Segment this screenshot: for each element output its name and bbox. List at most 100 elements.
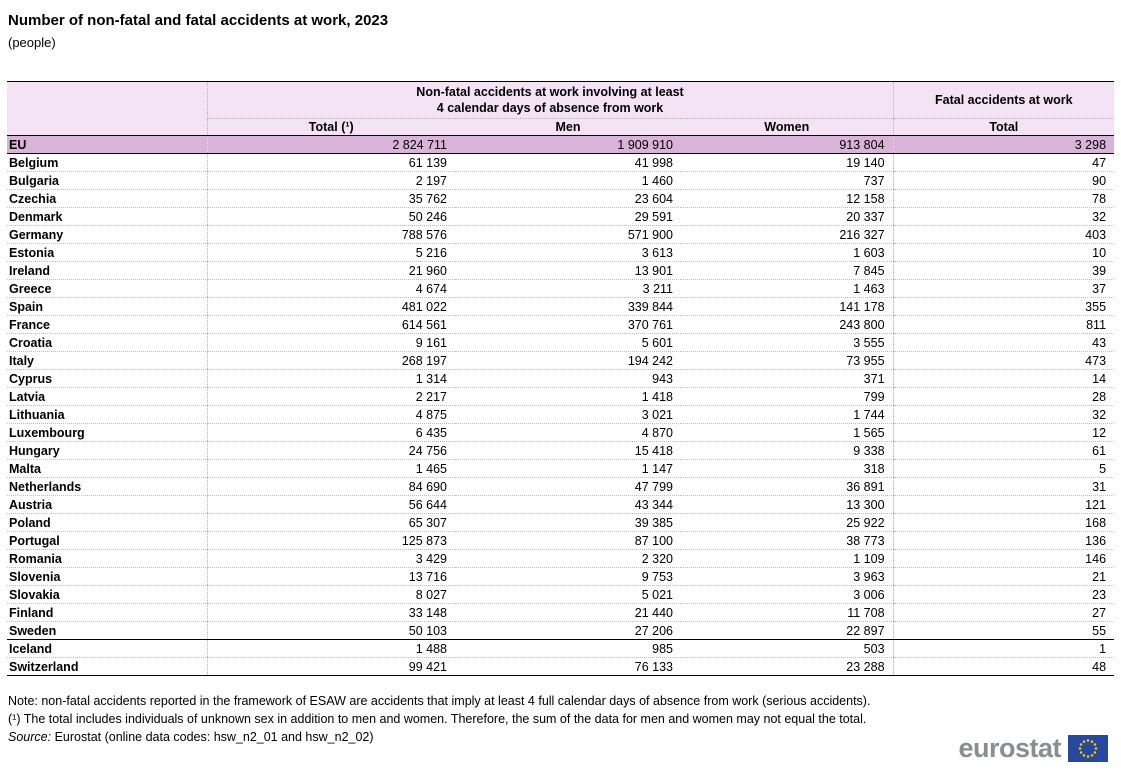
value-cell: 136 [892, 531, 1115, 550]
table-row: Sweden 50 103 27 206 22 897 55 [7, 621, 1115, 640]
value-cell: 1 [892, 639, 1115, 658]
value-cell: 35 762 [206, 189, 455, 208]
table-row: Germany 788 576 571 900 216 327 403 [7, 225, 1115, 244]
table-row: Greece 4 674 3 211 1 463 37 [7, 279, 1115, 298]
country-label: Estonia [7, 243, 207, 262]
value-cell: 78 [892, 189, 1115, 208]
value-cell: 168 [892, 513, 1115, 532]
fatal-group-header: Fatal accidents at work [892, 81, 1115, 119]
value-cell: 6 435 [206, 423, 455, 442]
table-row: Malta 1 465 1 147 318 5 [7, 459, 1115, 478]
value-cell: 38 773 [681, 531, 894, 550]
table-row: Italy 268 197 194 242 73 955 473 [7, 351, 1115, 370]
value-cell: 571 900 [455, 225, 681, 244]
column-header-fatal-total: Total [892, 118, 1115, 136]
value-cell: 47 799 [455, 477, 681, 496]
value-cell: 3 211 [455, 279, 681, 298]
source-label: Source: [8, 730, 52, 744]
value-cell: 614 561 [206, 315, 455, 334]
value-cell: 3 555 [681, 333, 894, 352]
value-cell: 9 753 [455, 567, 681, 586]
value-cell: 2 217 [206, 387, 455, 406]
value-cell: 503 [681, 639, 894, 658]
table-row: Finland 33 148 21 440 11 708 27 [7, 603, 1115, 622]
value-cell: 20 337 [681, 207, 894, 226]
value-cell: 194 242 [455, 351, 681, 370]
value-cell: 50 103 [206, 621, 455, 640]
value-cell: 2 197 [206, 171, 455, 190]
column-header-men: Men [455, 118, 681, 136]
country-label: Greece [7, 279, 207, 298]
value-cell: 1 460 [455, 171, 681, 190]
country-label: Slovakia [7, 585, 207, 604]
table-row: Netherlands 84 690 47 799 36 891 31 [7, 477, 1115, 496]
country-label: Spain [7, 297, 207, 316]
value-cell: 403 [892, 225, 1115, 244]
table-row: Spain 481 022 339 844 141 178 355 [7, 297, 1115, 316]
country-label: Croatia [7, 333, 207, 352]
country-label: France [7, 315, 207, 334]
value-cell: 31 [892, 477, 1115, 496]
country-label: Portugal [7, 531, 207, 550]
value-cell: 23 [892, 585, 1115, 604]
eurostat-logo-text: eurostat [958, 733, 1061, 763]
value-cell: 21 [892, 567, 1115, 586]
value-cell: 339 844 [455, 297, 681, 316]
value-cell: 913 804 [681, 135, 894, 154]
country-label: Netherlands [7, 477, 207, 496]
table-row: Cyprus 1 314 943 371 14 [7, 369, 1115, 388]
value-cell: 47 [892, 153, 1115, 172]
country-label: Belgium [7, 153, 207, 172]
value-cell: 12 [892, 423, 1115, 442]
country-label: Cyprus [7, 369, 207, 388]
value-cell: 13 716 [206, 567, 455, 586]
column-header-women: Women [681, 118, 894, 136]
table-row-eu: EU 2 824 711 1 909 910 913 804 3 298 [7, 135, 1115, 154]
value-cell: 5 216 [206, 243, 455, 262]
value-cell: 22 897 [681, 621, 894, 640]
value-cell: 481 022 [206, 297, 455, 316]
value-cell: 56 644 [206, 495, 455, 514]
table-row: Czechia 35 762 23 604 12 158 78 [7, 189, 1115, 208]
value-cell: 1 147 [455, 459, 681, 478]
value-cell: 39 [892, 261, 1115, 280]
country-label: Bulgaria [7, 171, 207, 190]
table-row: France 614 561 370 761 243 800 811 [7, 315, 1115, 334]
value-cell: 13 300 [681, 495, 894, 514]
value-cell: 1 603 [681, 243, 894, 262]
value-cell: 99 421 [206, 657, 455, 676]
table-row: Slovakia 8 027 5 021 3 006 23 [7, 585, 1115, 604]
value-cell: 3 429 [206, 549, 455, 568]
value-cell: 1 565 [681, 423, 894, 442]
value-cell: 4 870 [455, 423, 681, 442]
value-cell: 33 148 [206, 603, 455, 622]
value-cell: 3 006 [681, 585, 894, 604]
country-label: Malta [7, 459, 207, 478]
country-label: Hungary [7, 441, 207, 460]
value-cell: 3 963 [681, 567, 894, 586]
value-cell: 61 [892, 441, 1115, 460]
accidents-table: Non-fatal accidents at work involving at… [7, 81, 1115, 676]
value-cell: 216 327 [681, 225, 894, 244]
value-cell: 1 109 [681, 549, 894, 568]
country-label: Czechia [7, 189, 207, 208]
country-label: Denmark [7, 207, 207, 226]
value-cell: 985 [455, 639, 681, 658]
value-cell: 2 824 711 [206, 135, 455, 154]
value-cell: 41 998 [455, 153, 681, 172]
value-cell: 76 133 [455, 657, 681, 676]
table-row: Austria 56 644 43 344 13 300 121 [7, 495, 1115, 514]
eu-flag-icon [1068, 734, 1108, 762]
value-cell: 87 100 [455, 531, 681, 550]
value-cell: 43 344 [455, 495, 681, 514]
value-cell: 1 465 [206, 459, 455, 478]
table-body: EU 2 824 711 1 909 910 913 804 3 298 Belgium 6… [7, 135, 1115, 676]
value-cell: 799 [681, 387, 894, 406]
value-cell: 1 909 910 [455, 135, 681, 154]
value-cell: 19 140 [681, 153, 894, 172]
value-cell: 121 [892, 495, 1115, 514]
country-label: Poland [7, 513, 207, 532]
table-row: Luxembourg 6 435 4 870 1 565 12 [7, 423, 1115, 442]
value-cell: 4 875 [206, 405, 455, 424]
table-row: Croatia 9 161 5 601 3 555 43 [7, 333, 1115, 352]
